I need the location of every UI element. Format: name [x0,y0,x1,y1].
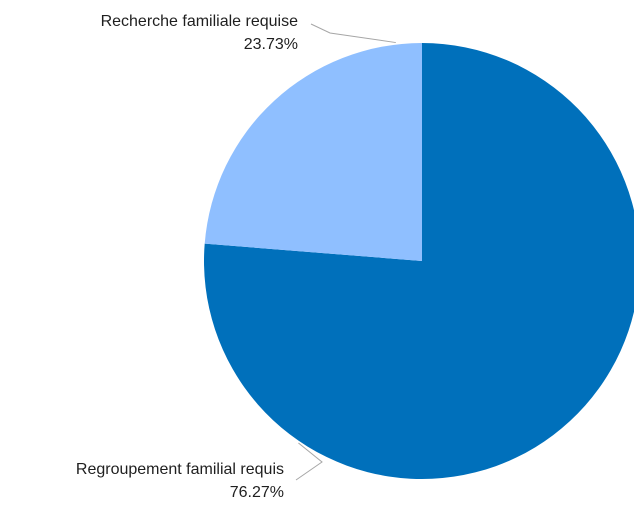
pie-labels: Regroupement familial requis 76.27% Recher… [76,13,396,501]
leader-line-2 [310,23,396,44]
slice-value-label-2: 23.73% [244,36,298,53]
slice-label-2: Recherche familiale requise [101,13,299,30]
pie-slice-2 [204,43,422,261]
pie-slice-1 [204,43,634,479]
slice-label-1: Regroupement familial requis [76,461,284,478]
slice-value-label-1: 76.27% [230,484,284,501]
leader-line-1 [295,442,323,481]
pie-slices [204,43,634,479]
